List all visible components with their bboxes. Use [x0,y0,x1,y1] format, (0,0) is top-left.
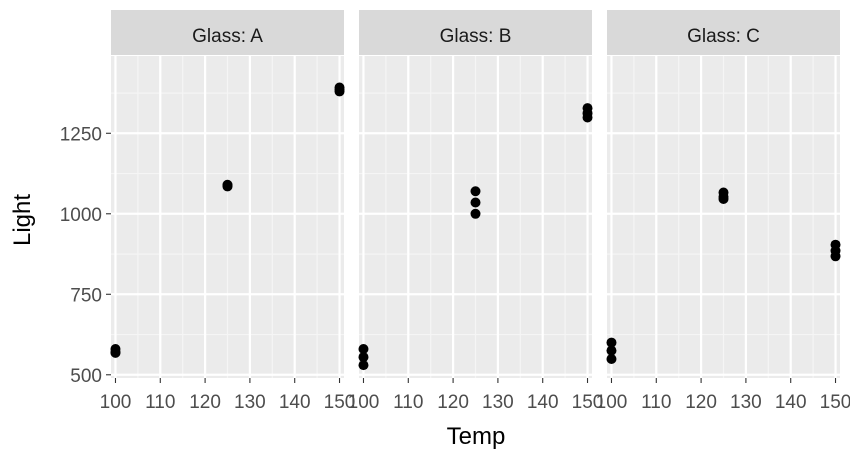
x-tick-label: 110 [393,392,423,413]
y-tick-label: 500 [70,366,102,387]
x-tick-label: 120 [189,392,221,413]
y-tick-label: 750 [70,285,102,306]
x-tick-label: 150 [820,392,850,413]
data-point [110,347,121,358]
x-tick-label: 100 [100,392,132,413]
facet-strip [111,10,344,55]
data-point [830,251,841,262]
facet-strip [607,10,840,55]
x-axis-title: Temp [447,423,506,450]
data-point [358,352,369,363]
facet-strip-label: Glass: C [687,26,760,47]
data-point [470,197,481,208]
x-tick-label: 100 [348,392,380,413]
data-point [606,345,617,356]
data-point [334,84,345,95]
x-tick-label: 110 [145,392,175,413]
facet-strip-label: Glass: A [192,26,263,47]
data-point [358,360,369,371]
y-tick-label: 1250 [60,124,102,145]
x-tick-label: 110 [641,392,671,413]
data-point [718,193,729,204]
data-point [582,112,593,123]
data-point [470,186,481,197]
x-tick-label: 100 [596,392,628,413]
data-point [470,208,481,219]
x-tick-label: 120 [685,392,717,413]
x-tick-label: 150 [324,392,356,413]
data-point [358,344,369,355]
x-tick-label: 130 [482,392,514,413]
x-tick-label: 130 [234,392,266,413]
facet-strip [359,10,592,55]
data-point [606,337,617,348]
facet-strip-label: Glass: B [440,26,512,47]
x-tick-label: 120 [437,392,469,413]
data-point [222,181,233,192]
y-axis-title: Light [9,194,36,246]
x-tick-label: 140 [527,392,559,413]
x-tick-label: 140 [775,392,807,413]
y-tick-label: 1000 [60,205,102,226]
x-tick-label: 140 [279,392,311,413]
x-tick-label: 150 [572,392,604,413]
data-point [606,354,617,365]
x-tick-label: 130 [730,392,762,413]
